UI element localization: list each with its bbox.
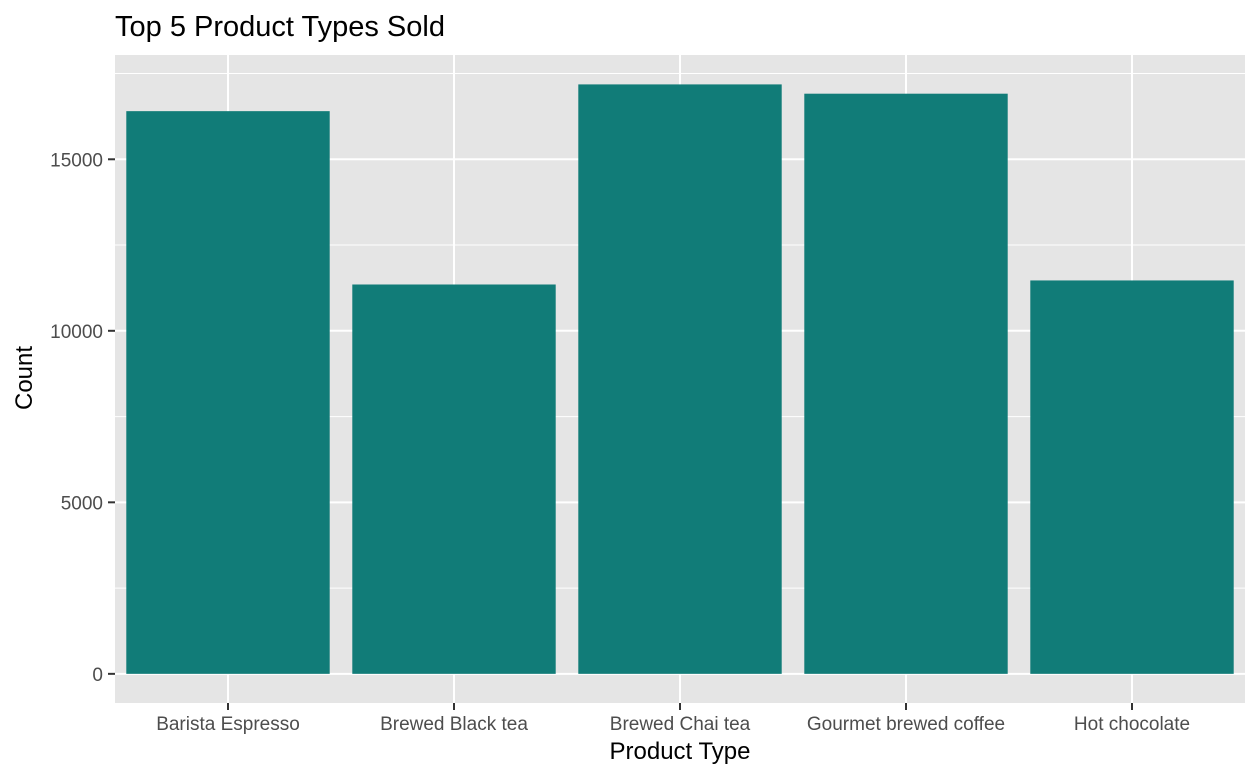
x-tick-label: Hot chocolate (1074, 714, 1190, 735)
bar (1030, 280, 1234, 674)
chart-title: Top 5 Product Types Sold (115, 11, 445, 43)
bar (804, 93, 1008, 674)
x-tick-label: Brewed Chai tea (610, 714, 751, 735)
y-axis: 0 5000 10000 15000 (50, 150, 115, 686)
y-tick-label: 5000 (61, 493, 103, 514)
y-tick-label: 0 (92, 665, 103, 686)
y-axis-title: Count (11, 346, 38, 410)
x-axis: Barista Espresso Brewed Black tea Brewed C… (156, 703, 1190, 735)
y-tick-label: 10000 (50, 322, 103, 343)
x-tick-label: Gourmet brewed coffee (807, 714, 1005, 735)
bar (126, 111, 330, 674)
bar (578, 84, 782, 674)
y-tick-label: 15000 (50, 150, 103, 171)
x-tick-label: Brewed Black tea (380, 714, 528, 735)
bar (352, 284, 556, 674)
x-axis-title: Product Type (610, 738, 751, 765)
bars (126, 84, 1234, 674)
x-tick-label: Barista Espresso (156, 714, 300, 735)
